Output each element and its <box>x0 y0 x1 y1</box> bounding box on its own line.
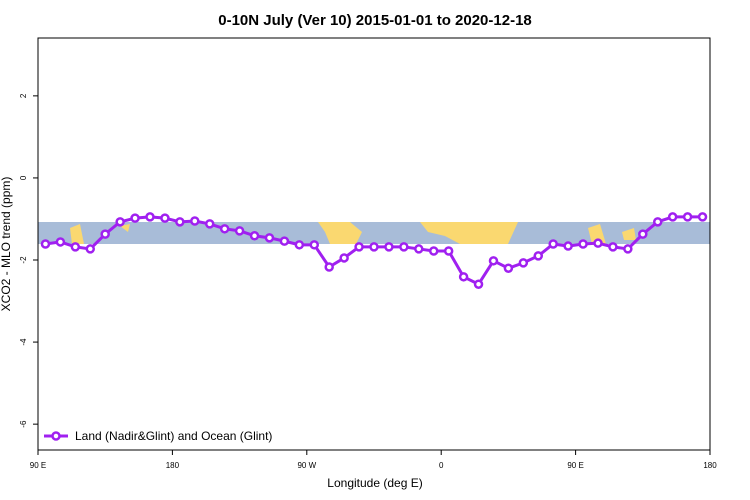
data-point <box>339 253 349 263</box>
data-point <box>264 233 275 243</box>
data-point <box>667 212 678 222</box>
x-tick-label: 180 <box>703 461 717 470</box>
data-point <box>324 262 334 272</box>
data-point <box>473 279 484 289</box>
data-point <box>40 239 51 249</box>
data-point <box>638 229 648 239</box>
data-point <box>294 240 305 250</box>
data-point <box>369 242 379 252</box>
data-point <box>160 213 170 223</box>
y-tick-label: -2 <box>19 256 28 264</box>
x-tick-label: 0 <box>439 461 444 470</box>
legend-label: Land (Nadir&Glint) and Ocean (Glint) <box>75 429 272 443</box>
y-axis-label: XCO2 - MLO trend (ppm) <box>0 177 13 312</box>
data-point <box>548 239 558 249</box>
data-point <box>204 219 215 229</box>
y-tick-label: -6 <box>19 420 28 428</box>
data-point <box>399 242 409 252</box>
data-point <box>234 226 245 236</box>
data-point <box>145 212 155 222</box>
data-point <box>219 224 230 234</box>
data-point <box>503 263 514 273</box>
plot-frame <box>37 37 711 451</box>
data-point <box>428 246 439 256</box>
data-point <box>190 216 200 226</box>
data-point <box>652 217 663 227</box>
map-background <box>38 222 710 244</box>
x-tick-label: 90 W <box>297 461 316 470</box>
y-tick-label: 2 <box>19 93 28 98</box>
data-point <box>682 212 693 222</box>
chart-title: 0-10N July (Ver 10) 2015-01-01 to 2020-1… <box>218 12 532 29</box>
data-point <box>414 244 424 254</box>
data-point <box>249 231 260 241</box>
data-point <box>488 256 499 266</box>
x-tick-label: 180 <box>166 461 180 470</box>
data-point <box>593 238 603 248</box>
data-point <box>309 240 320 250</box>
data-point <box>85 244 96 254</box>
data-point <box>697 212 708 222</box>
data-point <box>55 237 66 247</box>
data-point <box>458 272 469 282</box>
data-point <box>563 241 573 251</box>
data-point <box>175 217 185 227</box>
x-tick-label: 90 E <box>567 461 583 470</box>
data-point <box>443 246 454 256</box>
data-point <box>279 236 290 246</box>
data-point <box>70 242 81 252</box>
data-point <box>518 258 529 268</box>
data-point <box>623 244 633 254</box>
x-tick-label: 90 E <box>30 461 46 470</box>
data-point <box>354 242 364 252</box>
y-tick-label: -4 <box>19 338 28 346</box>
data-point <box>130 213 140 223</box>
data-point <box>384 242 394 252</box>
y-tick-label: 0 <box>19 175 28 180</box>
data-point <box>608 242 618 252</box>
data-point <box>533 251 544 261</box>
data-point <box>100 229 110 239</box>
x-axis-label: Longitude (deg E) <box>327 476 422 490</box>
data-point <box>578 239 588 249</box>
legend-marker <box>51 431 61 441</box>
data-point <box>115 217 125 227</box>
